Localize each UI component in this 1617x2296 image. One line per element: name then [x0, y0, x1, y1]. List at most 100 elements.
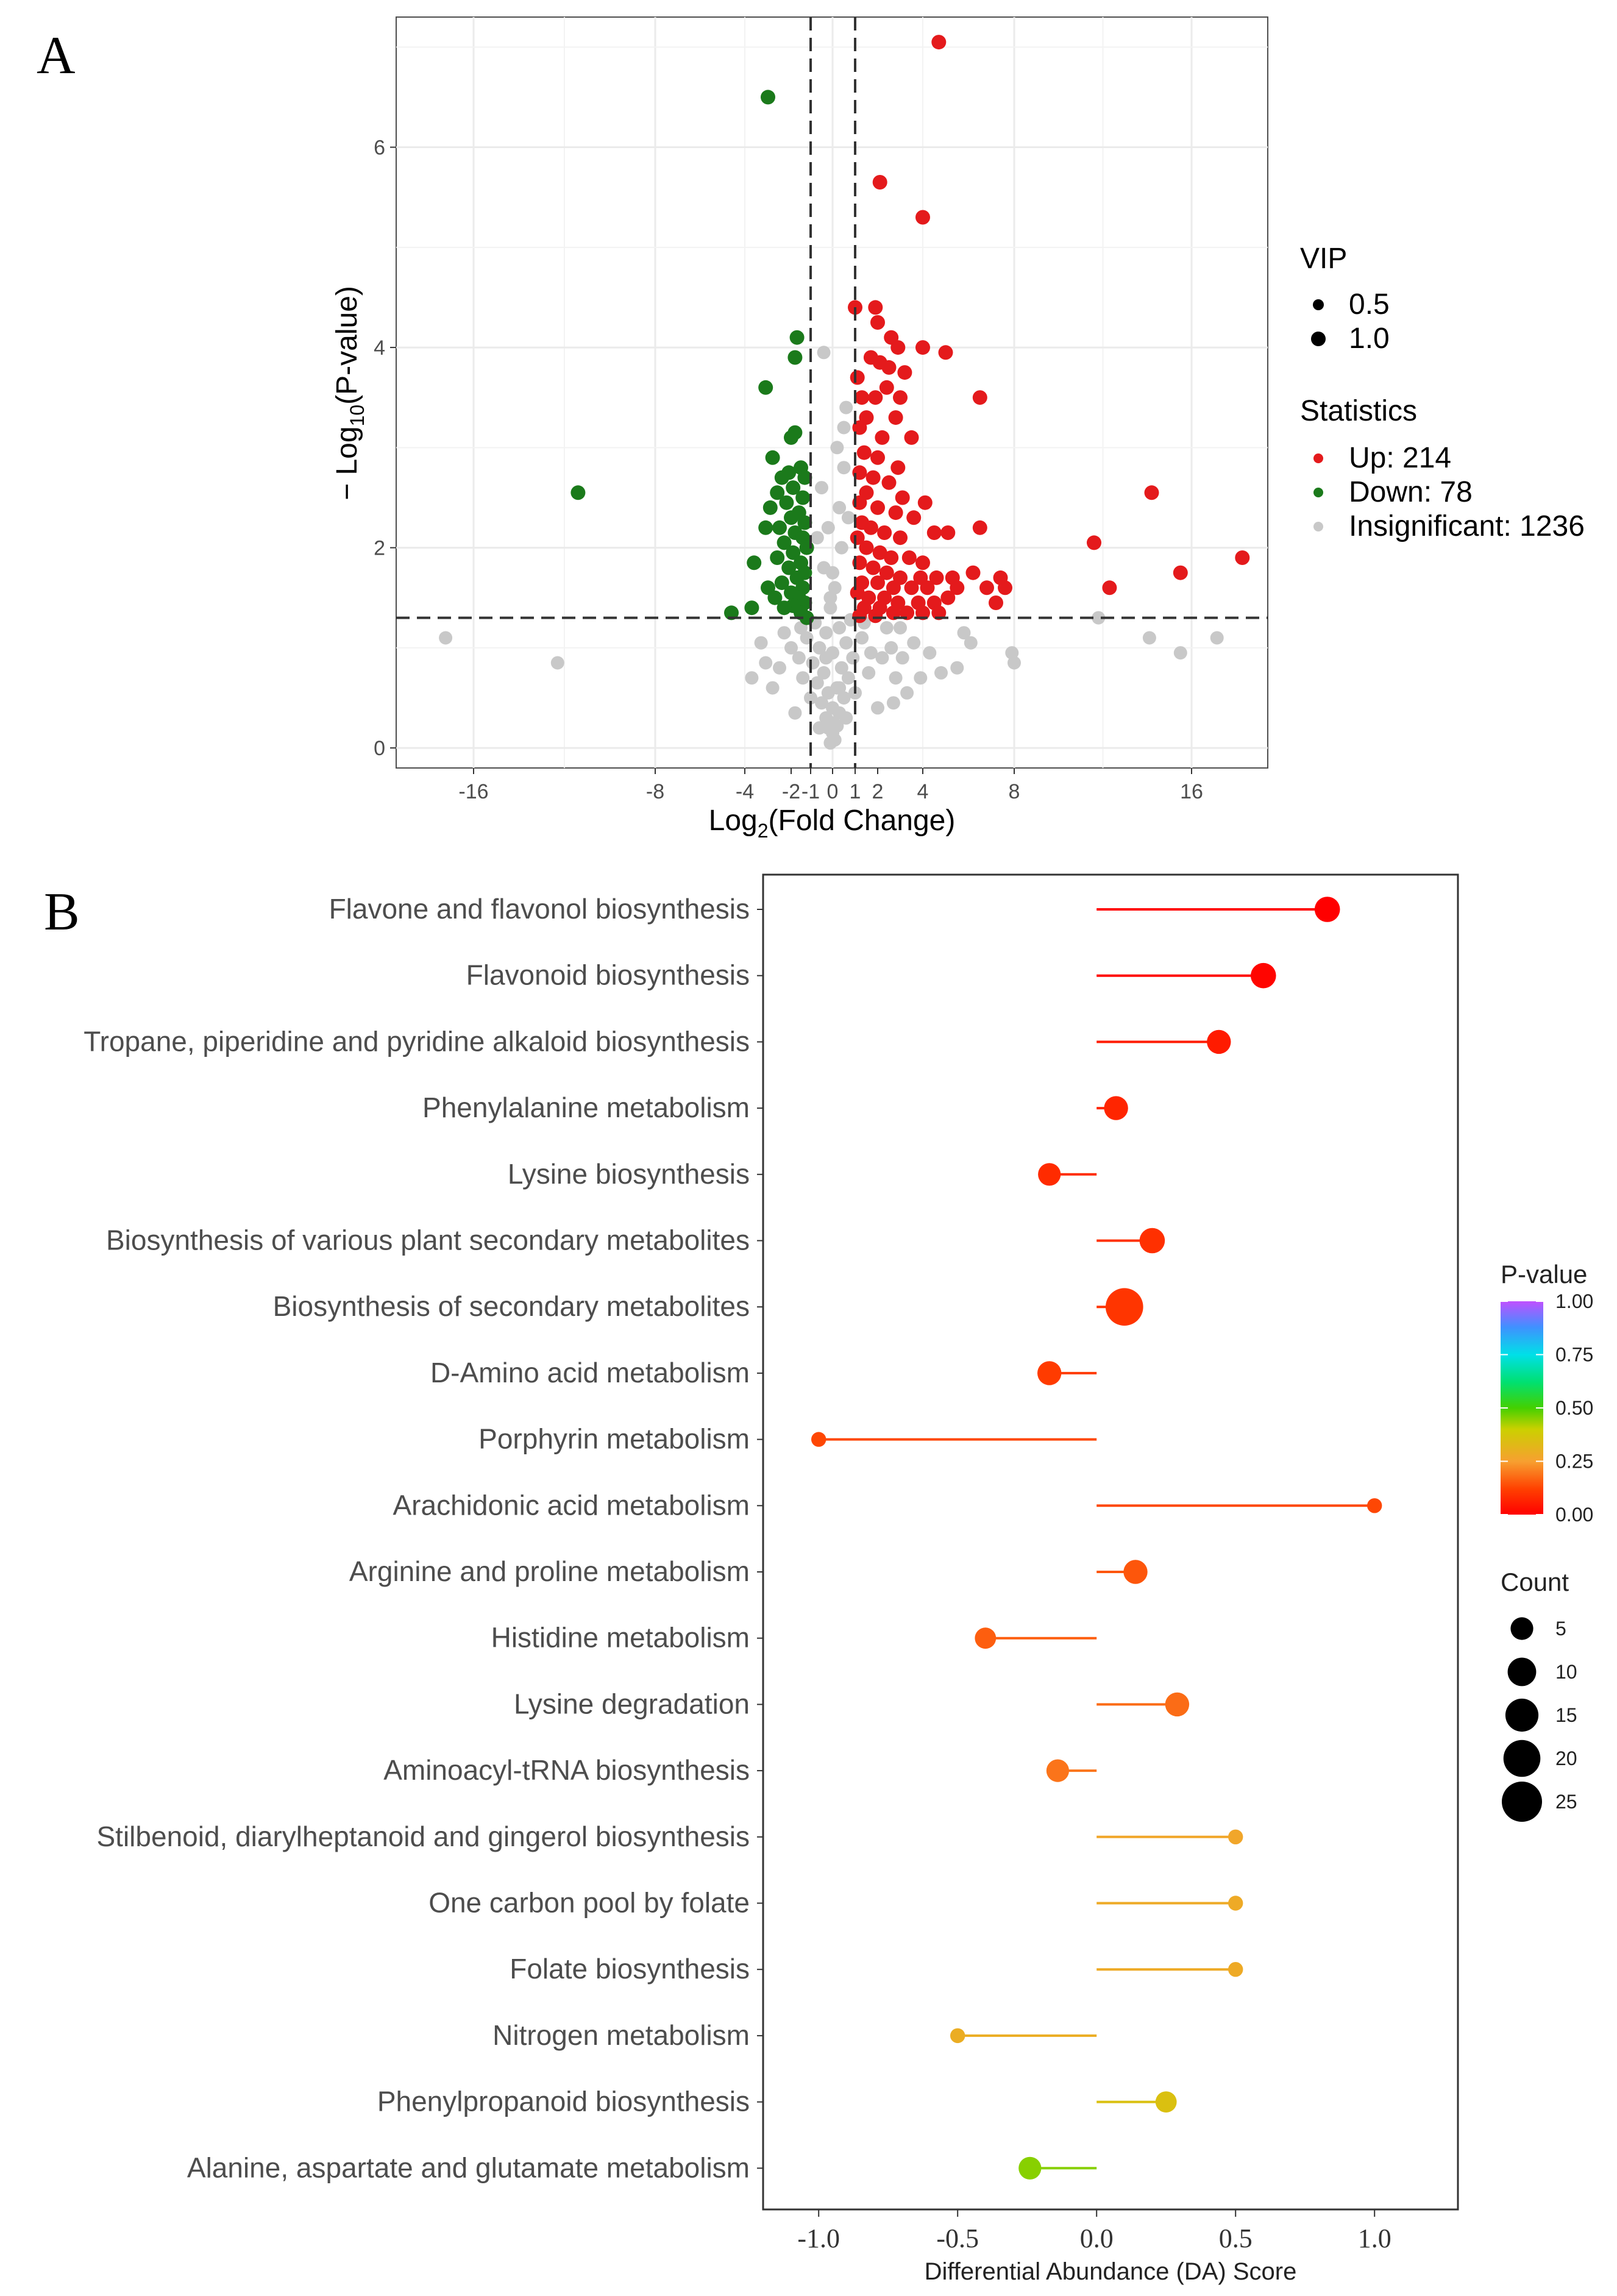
pvalue-tick-label: 0.00 — [1555, 1504, 1593, 1526]
volcano-point-up — [906, 510, 922, 525]
volcano-point-insignificant — [821, 521, 835, 535]
volcano-point-up — [940, 590, 956, 605]
volcano-point-up — [915, 605, 930, 620]
volcano-point-up — [979, 580, 994, 595]
volcano-point-insignificant — [846, 651, 860, 665]
pvalue-tick-label: 0.25 — [1555, 1451, 1593, 1473]
volcano-point-insignificant — [815, 481, 828, 495]
volcano-point-up — [868, 608, 883, 624]
volcano-point-up — [884, 550, 899, 565]
volcano-points — [439, 35, 1250, 750]
volcano-point-down — [762, 500, 778, 515]
volcano-point-down — [786, 480, 801, 496]
volcano-point-up — [900, 605, 915, 620]
volcano-point-insignificant — [817, 666, 831, 680]
volcano-point-insignificant — [1005, 646, 1019, 660]
volcano-point-up — [850, 585, 865, 600]
volcano-point-up — [1144, 485, 1159, 500]
volcano-x-ticks: -16 -8 -4 -2 -1 0 1 2 4 8 16 — [458, 768, 1203, 803]
volcano-point-up — [870, 575, 885, 591]
volcano-point-insignificant — [766, 681, 780, 695]
da-x-tick-label: 0.5 — [1219, 2223, 1253, 2253]
pvalue-legend-title: P-value — [1501, 1260, 1587, 1288]
volcano-point-up — [886, 605, 901, 620]
vip-legend: VIP 0.5 1.0 — [1300, 243, 1390, 355]
pathway-label: Folate biosynthesis — [510, 1953, 750, 1985]
volcano-point-up — [881, 475, 897, 490]
count-legend-dot — [1510, 1617, 1533, 1640]
volcano-point-up — [868, 300, 883, 315]
da-x-tick-label: -1.0 — [797, 2223, 840, 2253]
lollipop-dot — [1228, 1962, 1243, 1977]
panel-letter-a: A — [37, 26, 76, 85]
da-score-plot-area — [762, 873, 1459, 2211]
volcano-point-insignificant — [815, 696, 828, 710]
volcano-point-down — [724, 605, 739, 620]
volcano-point-insignificant — [839, 400, 853, 414]
volcano-y-ticks: 0 2 4 6 — [374, 137, 396, 760]
volcano-point-down — [787, 350, 803, 365]
volcano-x-tick-label: -8 — [646, 780, 664, 803]
volcano-point-insignificant — [804, 691, 817, 705]
volcano-point-up — [856, 445, 872, 460]
volcano-point-insignificant — [1173, 646, 1187, 660]
volcano-point-insignificant — [837, 691, 851, 705]
lollipop-dot — [1106, 1288, 1143, 1326]
statistics-legend-label: Down: 78 — [1349, 476, 1473, 508]
volcano-point-insignificant — [828, 581, 842, 595]
volcano-point-insignificant — [1008, 656, 1021, 670]
volcano-point-insignificant — [864, 646, 878, 660]
volcano-point-insignificant — [923, 646, 937, 660]
volcano-point-up — [917, 495, 933, 510]
volcano-point-insignificant — [914, 671, 928, 685]
count-legend-label: 20 — [1555, 1747, 1577, 1769]
lollipop-dot — [1139, 1228, 1165, 1254]
volcano-point-insignificant — [837, 421, 851, 435]
volcano-x-tick-label: 1 — [850, 780, 861, 803]
volcano-point-up — [877, 525, 892, 540]
volcano-point-insignificant — [964, 636, 978, 650]
volcano-point-insignificant — [884, 641, 898, 655]
pathway-label: Biosynthesis of various plant secondary … — [106, 1224, 750, 1256]
volcano-x-tick-label: 0 — [827, 780, 839, 803]
volcano-point-insignificant — [880, 621, 894, 634]
pathway-label: Lysine biosynthesis — [508, 1158, 750, 1190]
volcano-point-up — [865, 470, 881, 485]
da-x-tick-label: -0.5 — [936, 2223, 979, 2253]
volcano-point-insignificant — [810, 531, 824, 545]
volcano-point-up — [904, 580, 919, 595]
volcano-x-tick-label: -4 — [736, 780, 754, 803]
volcano-x-tick-label: -16 — [458, 780, 488, 803]
volcano-point-up — [868, 390, 883, 405]
volcano-point-insignificant — [773, 661, 786, 675]
lollipop-dot — [811, 1432, 826, 1447]
vip-legend-label: 0.5 — [1349, 288, 1390, 321]
lollipop-dot — [1038, 1163, 1061, 1186]
vip-legend-key-small — [1313, 299, 1324, 310]
volcano-point-up — [881, 360, 897, 375]
count-legend-dot — [1507, 1657, 1537, 1686]
volcano-point-up — [931, 605, 947, 620]
volcano-point-up — [855, 390, 870, 405]
volcano-x-tick-label: -1 — [801, 780, 820, 803]
volcano-point-up — [926, 525, 942, 540]
volcano-point-insignificant — [745, 671, 759, 685]
volcano-point-insignificant — [1210, 631, 1224, 645]
volcano-point-down — [774, 575, 789, 591]
volcano-point-insignificant — [754, 636, 768, 650]
lollipop-dot — [1228, 1829, 1243, 1844]
volcano-y-tick-label: 6 — [374, 137, 385, 160]
lollipops — [811, 897, 1382, 2180]
volcano-point-insignificant — [894, 621, 907, 634]
lollipop-dot — [1037, 1361, 1062, 1385]
volcano-point-up — [865, 560, 881, 575]
pvalue-tick-label: 1.00 — [1555, 1290, 1593, 1312]
volcano-point-up — [886, 580, 901, 595]
volcano-point-insignificant — [839, 711, 853, 725]
volcano-point-up — [888, 410, 903, 425]
volcano-point-insignificant — [875, 651, 889, 665]
volcano-point-insignificant — [1092, 611, 1106, 625]
statistics-legend-label: Insignificant: 1236 — [1349, 510, 1585, 542]
pathway-label: Phenylalanine metabolism — [422, 1092, 750, 1123]
pathway-label: Nitrogen metabolism — [492, 2019, 750, 2051]
